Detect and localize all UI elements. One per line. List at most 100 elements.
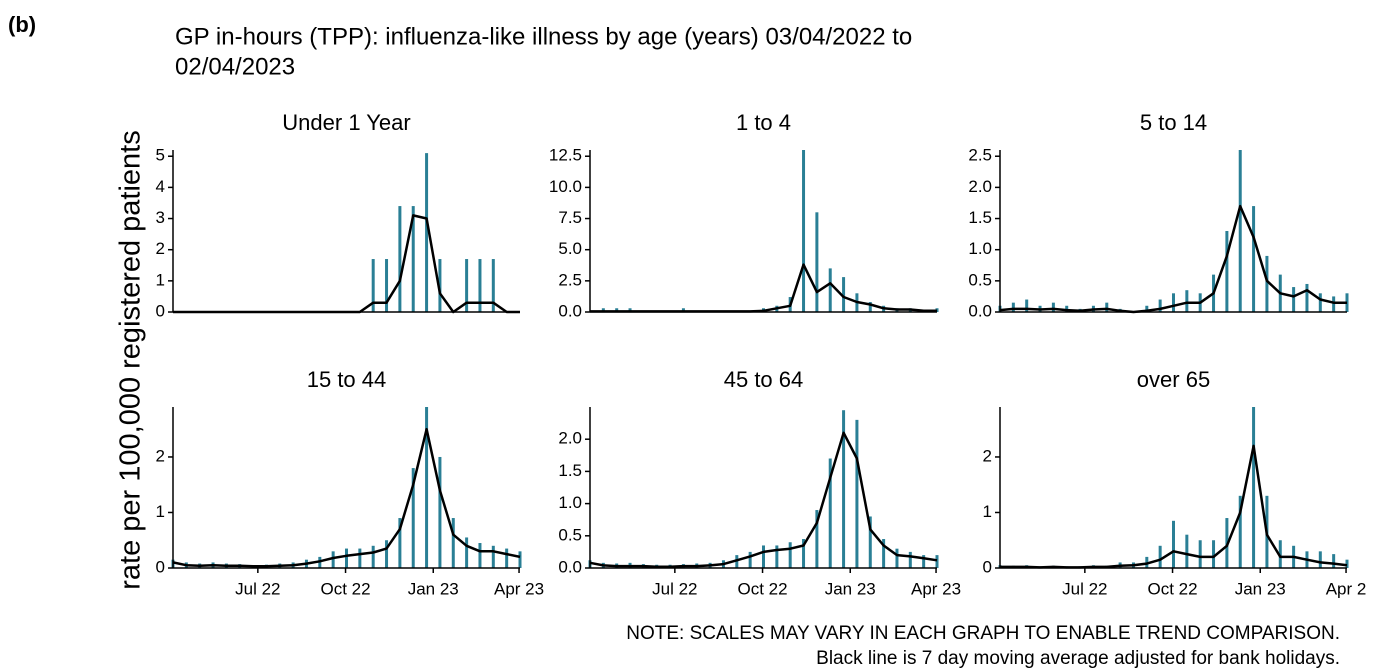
y-tick-label: 0.0: [968, 301, 992, 320]
bar: [451, 518, 455, 568]
y-tick-label: 2.5: [558, 270, 582, 289]
moving-average-line: [590, 263, 937, 313]
note: Black line is 7 day moving average adjus…: [816, 648, 1340, 669]
chart-title: 02/04/2023: [175, 53, 295, 80]
bar: [1292, 287, 1296, 312]
bar: [371, 545, 375, 568]
bar: [882, 539, 886, 568]
bar: [935, 555, 939, 568]
bar: [842, 410, 846, 568]
bar: [1212, 540, 1216, 568]
panel-title: over 65: [1137, 367, 1210, 392]
bar: [868, 302, 872, 312]
bar: [438, 456, 442, 568]
bar: [1238, 495, 1242, 568]
bar: [491, 545, 495, 568]
note: NOTE: SCALES MAY VARY IN EACH GRAPH TO E…: [626, 623, 1340, 644]
bar: [1305, 283, 1309, 312]
bar: [868, 516, 872, 568]
bar: [438, 259, 442, 312]
x-tick-label: Jan 23: [1235, 579, 1286, 598]
y-tick-label: 1: [983, 502, 992, 521]
x-tick-label: Jul 22: [652, 579, 697, 598]
y-tick-label: 1: [156, 270, 165, 289]
x-tick-label: Oct 22: [1147, 579, 1197, 598]
bar: [748, 551, 752, 568]
bar: [1238, 150, 1242, 312]
y-tick-label: 0.5: [968, 270, 992, 289]
y-tick-label: 2: [983, 446, 992, 465]
bar: [1172, 293, 1175, 312]
bar: [371, 259, 375, 312]
bar: [1158, 299, 1162, 312]
x-tick-label: Apr 23: [494, 579, 544, 598]
bar: [1278, 540, 1282, 568]
chart-title: GP in-hours (TPP): influenza-like illnes…: [175, 23, 912, 50]
x-tick-label: Apr 23: [911, 579, 961, 598]
y-tick-label: 2.0: [968, 177, 992, 196]
bar: [345, 548, 348, 568]
x-tick-label: Jul 22: [235, 579, 280, 598]
bar: [411, 206, 415, 312]
bar: [1051, 302, 1055, 312]
y-tick-label: 1.5: [558, 461, 582, 480]
bar: [385, 259, 389, 312]
moving-average-line: [172, 427, 521, 568]
bar: [842, 277, 846, 312]
bar: [1158, 545, 1162, 568]
bar: [802, 150, 806, 312]
bar: [465, 537, 469, 568]
bar: [478, 543, 482, 568]
x-tick-label: Jan 23: [825, 579, 876, 598]
bar: [425, 407, 429, 568]
bar: [855, 419, 859, 568]
bar: [1105, 302, 1109, 312]
y-tick-label: 7.5: [558, 208, 582, 227]
panel-title: Under 1 Year: [282, 110, 410, 135]
x-tick-label: Jul 22: [1062, 579, 1107, 598]
moving-average-line: [1000, 444, 1348, 569]
y-tick-label: 0.0: [558, 301, 582, 320]
y-tick-label: 0.5: [558, 525, 582, 544]
bar: [815, 212, 819, 312]
panel-title: 1 to 4: [736, 110, 791, 135]
y-tick-label: 0: [156, 301, 165, 320]
bar: [385, 540, 389, 568]
bar: [802, 539, 806, 568]
bar: [465, 259, 469, 312]
bar: [505, 548, 509, 568]
y-tick-label: 2.5: [968, 146, 992, 165]
y-tick-label: 10.0: [549, 177, 582, 196]
bar: [1185, 534, 1189, 568]
y-tick-label: 1: [156, 502, 165, 521]
bar: [828, 268, 832, 312]
bar: [788, 542, 792, 568]
y-tick-label: 4: [156, 177, 165, 196]
bar: [1332, 296, 1336, 312]
x-tick-label: Oct 22: [737, 579, 787, 598]
bar: [775, 545, 779, 568]
bar: [358, 548, 362, 568]
bar: [478, 259, 482, 312]
bar: [1172, 520, 1175, 568]
y-tick-label: 5: [156, 146, 165, 165]
panel-title: 45 to 64: [724, 367, 804, 392]
bar: [815, 510, 819, 568]
y-tick-label: 2: [156, 446, 165, 465]
bar: [1332, 554, 1336, 568]
x-tick-label: Oct 22: [320, 579, 370, 598]
moving-average-line: [589, 431, 938, 568]
y-tick-label: 1.5: [968, 208, 992, 227]
bar: [628, 308, 632, 312]
bar: [398, 518, 402, 568]
bar: [398, 206, 402, 312]
y-tick-label: 12.5: [549, 146, 582, 165]
y-tick-label: 2: [156, 239, 165, 258]
bar: [1145, 305, 1149, 312]
y-tick-label: 0: [156, 557, 165, 576]
y-tick-label: 3: [156, 208, 165, 227]
bar: [425, 153, 429, 312]
bar: [1345, 559, 1349, 568]
